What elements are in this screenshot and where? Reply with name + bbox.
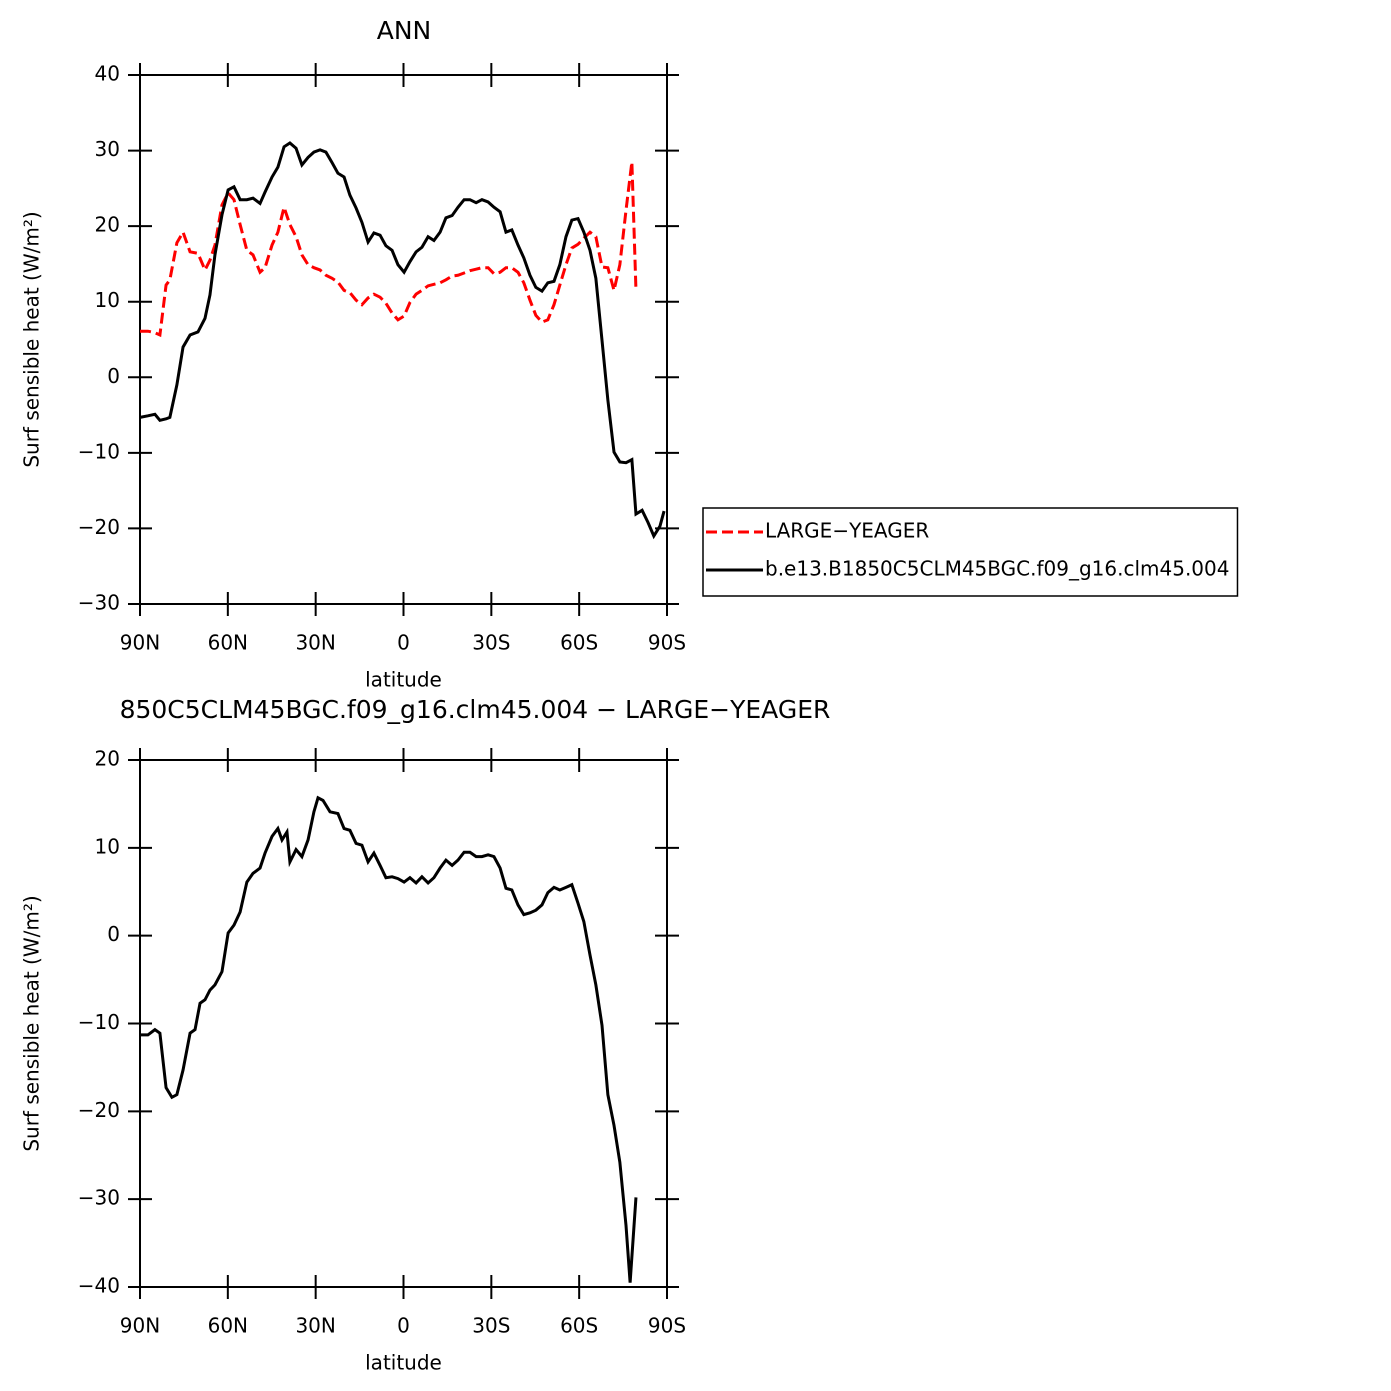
y-axis-label: Surf sensible heat (W/m²) — [20, 211, 44, 467]
y-tick-label: 20 — [95, 213, 120, 237]
y-tick-label: −10 — [78, 439, 120, 463]
legend-label: b.e13.B1850C5CLM45BGC.f09_g16.clm45.004 — [765, 557, 1229, 581]
x-tick-label: 30N — [295, 631, 335, 655]
y-tick-label: 20 — [95, 747, 120, 771]
legend-frame — [702, 507, 1239, 597]
x-tick-label: 90S — [648, 631, 686, 655]
y-tick-label: −40 — [78, 1274, 120, 1298]
chart-title: ANN — [377, 16, 432, 45]
x-tick-label: 90S — [648, 1314, 686, 1338]
x-tick-label: 60N — [208, 631, 248, 655]
chart-title: 850C5CLM45BGC.f09_g16.clm45.004 − LARGE−… — [120, 695, 831, 724]
x-tick-label: 90N — [120, 631, 160, 655]
x-tick-label: 60S — [560, 1314, 598, 1338]
y-tick-label: 40 — [95, 62, 120, 86]
x-tick-label: 60N — [208, 1314, 248, 1338]
y-tick-label: −30 — [78, 1186, 120, 1210]
plot-frame — [139, 759, 668, 1288]
x-tick-label: 60S — [560, 631, 598, 655]
x-tick-label: 30N — [295, 1314, 335, 1338]
plot-frame — [139, 74, 668, 605]
x-tick-label: 30S — [472, 1314, 510, 1338]
y-tick-label: −20 — [78, 1098, 120, 1122]
y-tick-label: 0 — [107, 364, 120, 388]
x-tick-label: 30S — [472, 631, 510, 655]
y-tick-label: −20 — [78, 515, 120, 539]
y-tick-label: −30 — [78, 591, 120, 615]
y-axis-label: Surf sensible heat (W/m²) — [20, 895, 44, 1151]
legend: LARGE−YEAGER b.e13.B1850C5CLM45BGC.f09_g1… — [702, 507, 1239, 597]
y-tick-label: 10 — [95, 834, 120, 858]
y-tick-label: 0 — [107, 922, 120, 946]
x-axis-label: latitude — [365, 1351, 442, 1375]
x-tick-label: 0 — [397, 1314, 410, 1338]
y-tick-label: 30 — [95, 137, 120, 161]
legend-label: LARGE−YEAGER — [765, 519, 929, 543]
x-tick-label: 0 — [397, 631, 410, 655]
data-line — [140, 795, 638, 1283]
data-line — [139, 141, 666, 540]
y-tick-label: 10 — [95, 288, 120, 312]
x-tick-label: 90N — [120, 1314, 160, 1338]
x-axis-label: latitude — [365, 668, 442, 692]
y-tick-label: −10 — [78, 1010, 120, 1034]
